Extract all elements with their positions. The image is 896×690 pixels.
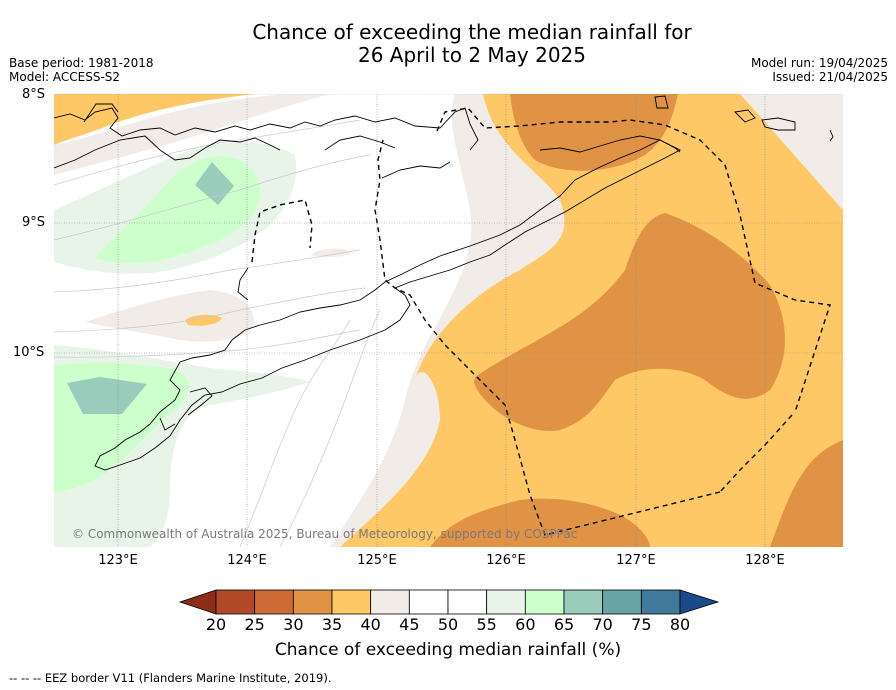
colorbar-swatch-b50_55: [447, 589, 488, 615]
colorbar-swatch-b45_50: [408, 589, 449, 615]
colorbar-tick-20: 20: [205, 615, 227, 634]
colorbar-tick-60: 60: [515, 615, 536, 634]
eez-border: [251, 107, 831, 536]
colorbar-tick-80: 80: [669, 615, 691, 634]
colorbar-tick-35: 35: [321, 615, 343, 634]
colorbar-swatch-b70_75: [602, 589, 642, 615]
model-run-text: Model run: 19/04/2025: [750, 56, 888, 70]
colorbar-tick-30: 30: [283, 615, 304, 634]
lat-label-8s: 8°S: [22, 87, 46, 102]
model-text: Model: ACCESS-S2: [9, 70, 121, 84]
colorbar-tick-25: 25: [244, 615, 265, 634]
colorbar-over-triangle: [679, 589, 720, 615]
graticule: [54, 94, 843, 547]
lon-label-124e: 124°E: [227, 553, 267, 568]
colorbar: [178, 589, 720, 615]
colorbar-tick-70: 70: [592, 615, 613, 634]
colorbar-tick-45: 45: [399, 615, 420, 634]
colorbar-tick-50: 50: [437, 615, 459, 634]
colorbar-swatch-b55_60: [486, 589, 526, 615]
band-30-35-east: [770, 440, 843, 547]
issued-text: Issued: 21/04/2025: [772, 70, 888, 84]
lat-label-10s: 10°S: [13, 345, 45, 360]
colorbar-title: Chance of exceeding median rainfall (%): [274, 640, 622, 660]
band-65-70-south: [67, 377, 147, 414]
colorbar-swatch-b20_25: [215, 589, 256, 615]
band-35-40-northwest: [54, 94, 255, 145]
eez-footnote: -- -- -- EEZ border V11 (Flanders Marine…: [9, 671, 332, 685]
colorbar-under-triangle: [178, 589, 217, 615]
chart-title-line2: 26 April to 2 May 2025: [358, 43, 586, 67]
band-40-45-northwest: [54, 94, 330, 175]
colorbar-swatch-b75_80: [640, 589, 681, 615]
colorbar-tick-65: 65: [553, 615, 575, 634]
colorbar-tick-75: 75: [631, 615, 652, 634]
band-40-45-small: [310, 248, 352, 257]
lon-label-127e: 127°E: [616, 553, 656, 568]
coastlines: [54, 95, 834, 471]
colorbar-swatch-b40_45: [370, 589, 410, 615]
colorbar-tick-55: 55: [476, 615, 497, 634]
map-content: © Commonwealth of Australia 2025, Bureau…: [54, 94, 843, 547]
colorbar-swatch-b65_70: [563, 589, 604, 615]
colorbar-swatch-b60_65: [524, 589, 565, 615]
contour-lines: [54, 119, 381, 547]
copyright-text: © Commonwealth of Australia 2025, Bureau…: [72, 527, 577, 541]
band-35-40-west-spot: [185, 314, 222, 326]
colorbar-swatch-b25_30: [254, 589, 294, 615]
colorbar-swatch-b30_35: [292, 589, 333, 615]
colorbar-tick-40: 40: [360, 615, 381, 634]
chart-title-line1: Chance of exceeding the median rainfall …: [252, 20, 692, 44]
band-30-35-center: [474, 213, 785, 431]
colorbar-swatch-b35_40: [331, 589, 372, 615]
lon-label-126e: 126°E: [486, 553, 526, 568]
lon-label-125e: 125°E: [357, 553, 397, 568]
lon-label-128e: 128°E: [745, 553, 785, 568]
lon-label-123e: 123°E: [98, 553, 138, 568]
band-40-45-west: [85, 290, 254, 342]
base-period-text: Base period: 1981-2018: [9, 56, 154, 70]
lat-label-9s: 9°S: [22, 215, 46, 230]
